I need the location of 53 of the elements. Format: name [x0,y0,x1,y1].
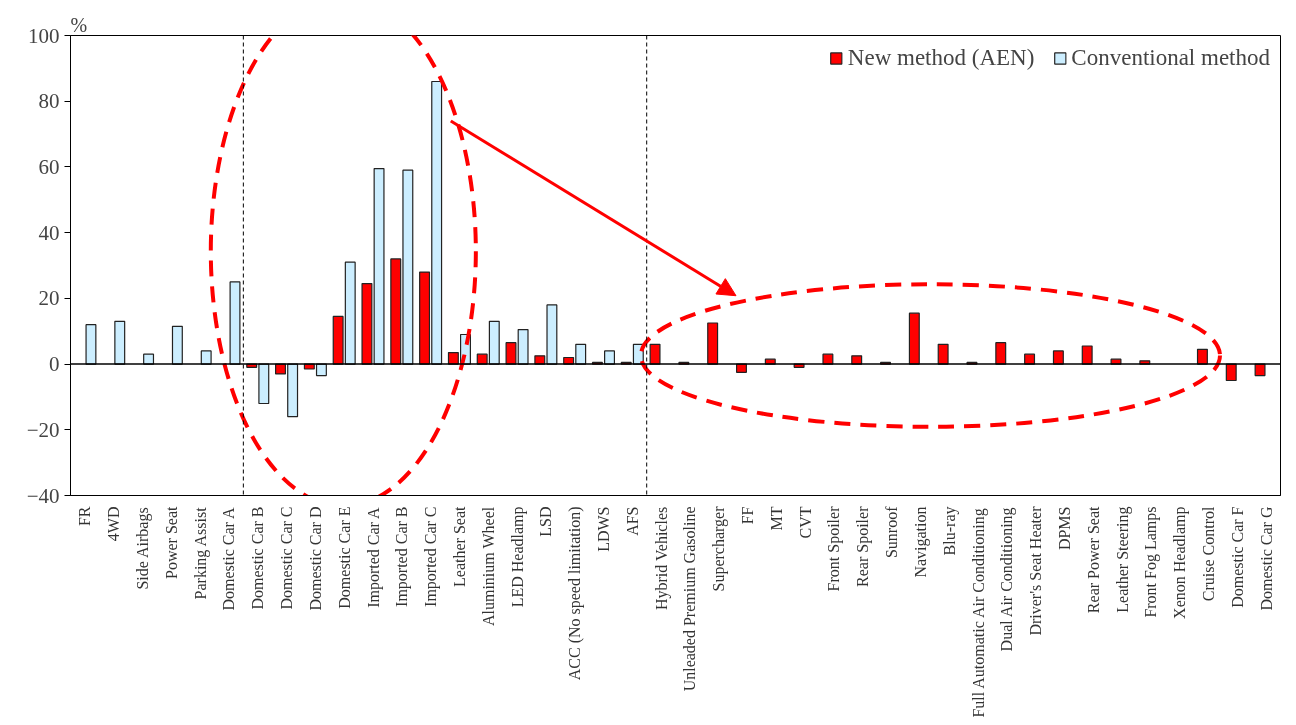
x-tick-label: Blu-ray [940,506,959,556]
x-tick-label: Dual Air Conditioning [998,507,1017,652]
x-tick-label: Cruise Control [1199,505,1217,602]
x-tick-label: Xenon Headlamp [1171,506,1190,619]
legend-label: Conventional method [1071,45,1270,71]
x-tick-label: MT [767,506,785,531]
x-tick-label: Full Automatic Air Conditioning [969,508,988,718]
x-tick-label: Front Spoiler [825,505,844,592]
x-tick-label: CVT [796,506,814,539]
x-tick-label: Hybrid Vehicles [652,506,671,611]
x-tick-label: Rear Spoiler [854,505,873,587]
x-tick-label: Domestic Car C [278,506,296,610]
y-tick-label: −20 [26,417,60,442]
x-tick-label: FR [76,506,94,527]
x-tick-label: Supercharger [710,505,729,592]
y-tick-label: −40 [26,483,60,508]
x-tick-label: Imported Car A [364,506,383,608]
x-tick-label: Leather Seat [450,505,468,587]
x-tick-label: Rear Power Seat [1084,505,1102,614]
x-tick-label: Parking Assist [191,506,210,600]
x-tick-label: Power Seat [162,505,180,579]
x-tick-label: Domestic Car B [249,506,267,610]
y-tick-label: 20 [38,286,60,311]
x-tick-label: Side Airbags [134,507,153,590]
x-tick-label: Domestic Car E [335,506,353,609]
x-tick-label: Domestic Car D [306,506,324,611]
legend-label: New method (AEN) [847,45,1035,71]
y-tick-label: 0 [49,352,60,377]
x-tick-label: Domestic Car G [1257,506,1275,611]
y-tick-label: 40 [38,220,60,245]
x-tick-label: DPMS [1055,506,1073,551]
x-tick-label: 4WD [105,506,123,542]
y-axis-title: % [70,13,88,36]
x-tick-label: ACC (No speed limitation) [566,506,585,681]
x-tick-label: Domestic Car F [1228,506,1246,608]
x-tick-label: Leather Steering [1113,506,1132,613]
y-tick-label: 100 [28,23,60,48]
x-tick-label: Driver's Seat Heater [1027,505,1045,636]
x-tick-label: Imported Car B [393,506,412,607]
y-tick-label: 60 [38,154,60,179]
x-tick-label: LED Headlamp [508,506,527,608]
x-tick-label: LSD [537,506,555,537]
x-tick-label: Navigation [911,506,930,578]
x-tick-label: FF [739,506,757,525]
x-tick-label: Unleaded Premium Gasoline [681,506,699,692]
x-tick-label: Front Fog Lamps [1142,506,1161,618]
x-tick-label: Sunroof [883,505,901,559]
x-tick-label: LDWS [594,506,612,552]
y-tick-label: 80 [38,89,60,114]
x-tick-label: Aluminium Wheel [479,506,497,627]
x-tick-label: Domestic Car A [220,506,238,611]
x-tick-label: Imported Car C [422,506,441,607]
x-tick-label: AFS [623,506,641,536]
